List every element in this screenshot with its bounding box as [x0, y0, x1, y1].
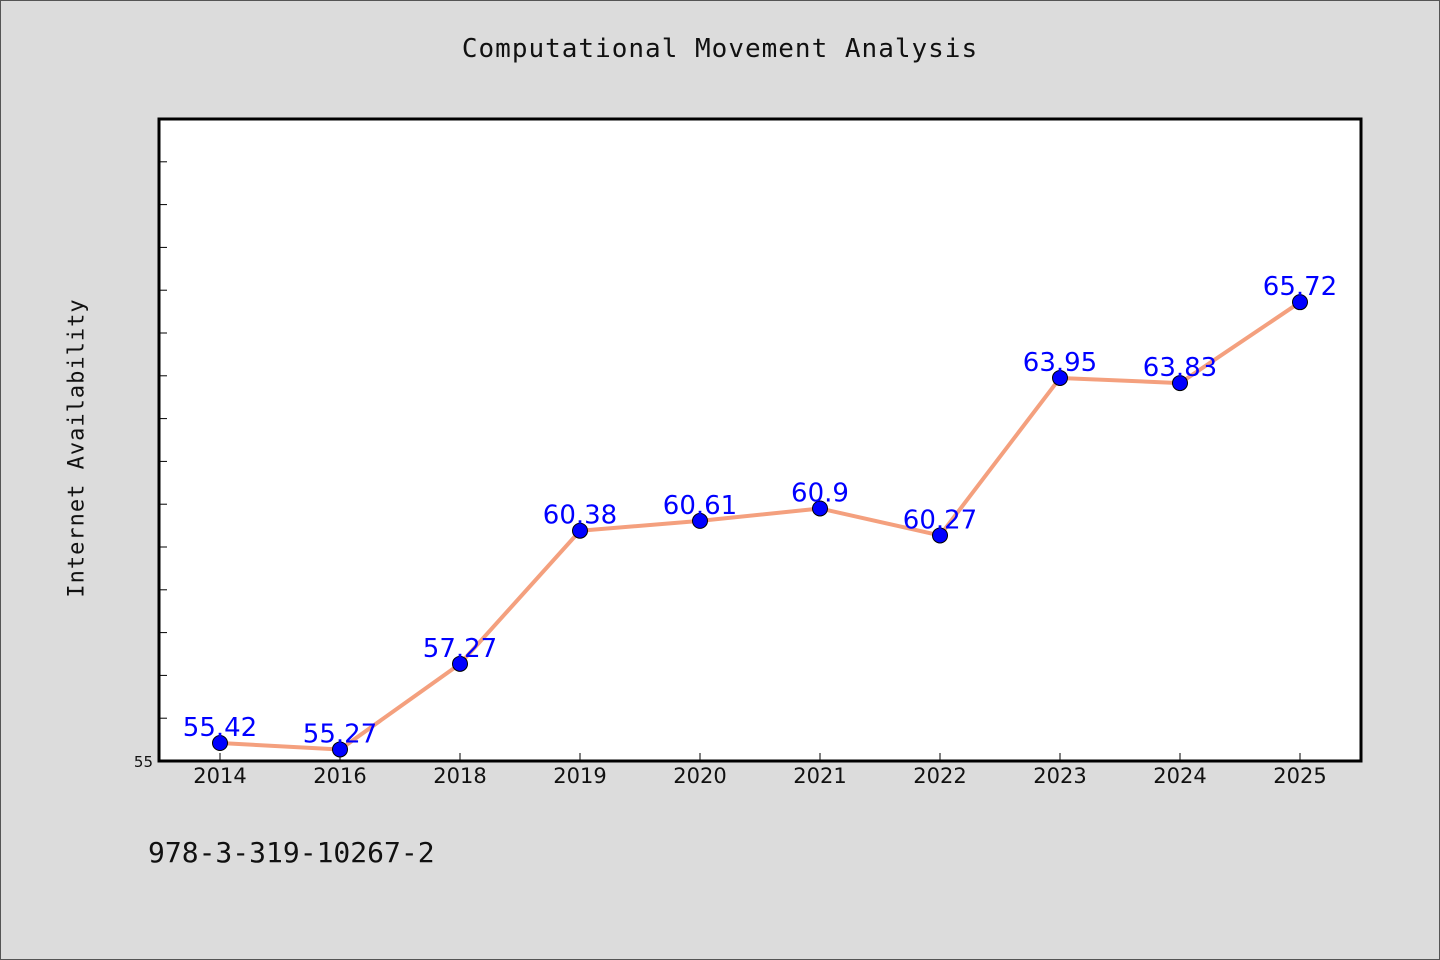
data-point — [1172, 375, 1188, 392]
series-line — [218, 300, 1302, 752]
x-tick-label: 2016 — [313, 764, 366, 788]
data-point — [332, 741, 348, 758]
chart-title: Computational Movement Analysis — [461, 34, 979, 64]
data-label: 63.95 — [1023, 348, 1097, 378]
data-point — [452, 655, 468, 672]
y-axis-ticks: 55 — [134, 161, 167, 771]
data-label: 65.72 — [1263, 272, 1337, 302]
data-labels: 55.42 55.27 57.27 60.38 60.61 60.9 60.27 63.95 6… — [183, 272, 1337, 749]
x-tick-label: 2014 — [193, 764, 246, 788]
data-label: 60.9 — [791, 478, 849, 508]
data-label: 60.61 — [663, 491, 737, 521]
data-point — [812, 500, 828, 517]
data-label: 63.83 — [1143, 353, 1217, 383]
data-label: 60.38 — [543, 501, 617, 531]
data-point — [212, 735, 228, 752]
x-tick-label: 2024 — [1153, 764, 1206, 788]
y-tick-label: 55 — [134, 753, 153, 771]
x-tick-label: 2021 — [793, 764, 846, 788]
data-point — [1292, 294, 1308, 311]
x-tick-label: 2022 — [913, 764, 966, 788]
x-tick-label: 2018 — [433, 764, 486, 788]
data-label: 57.27 — [423, 634, 497, 664]
data-label: 55.27 — [303, 719, 377, 749]
x-tick-label: 2023 — [1033, 764, 1086, 788]
footer-code: 978-3-319-10267-2 — [148, 836, 435, 869]
data-point — [692, 512, 708, 529]
data-point — [1052, 369, 1068, 386]
x-tick-label: 2020 — [673, 764, 726, 788]
x-tick-label: 2025 — [1273, 764, 1326, 788]
data-label: 55.42 — [183, 713, 257, 743]
data-point — [572, 522, 588, 539]
x-axis-ticks: 2014 2016 2018 2019 2020 2021 2022 2023 2024 2025 — [193, 753, 1327, 788]
data-markers — [212, 294, 1308, 758]
data-point — [932, 527, 948, 544]
data-label: 60.27 — [903, 505, 977, 535]
plot-area — [157, 117, 1363, 763]
x-tick-label: 2019 — [553, 764, 606, 788]
